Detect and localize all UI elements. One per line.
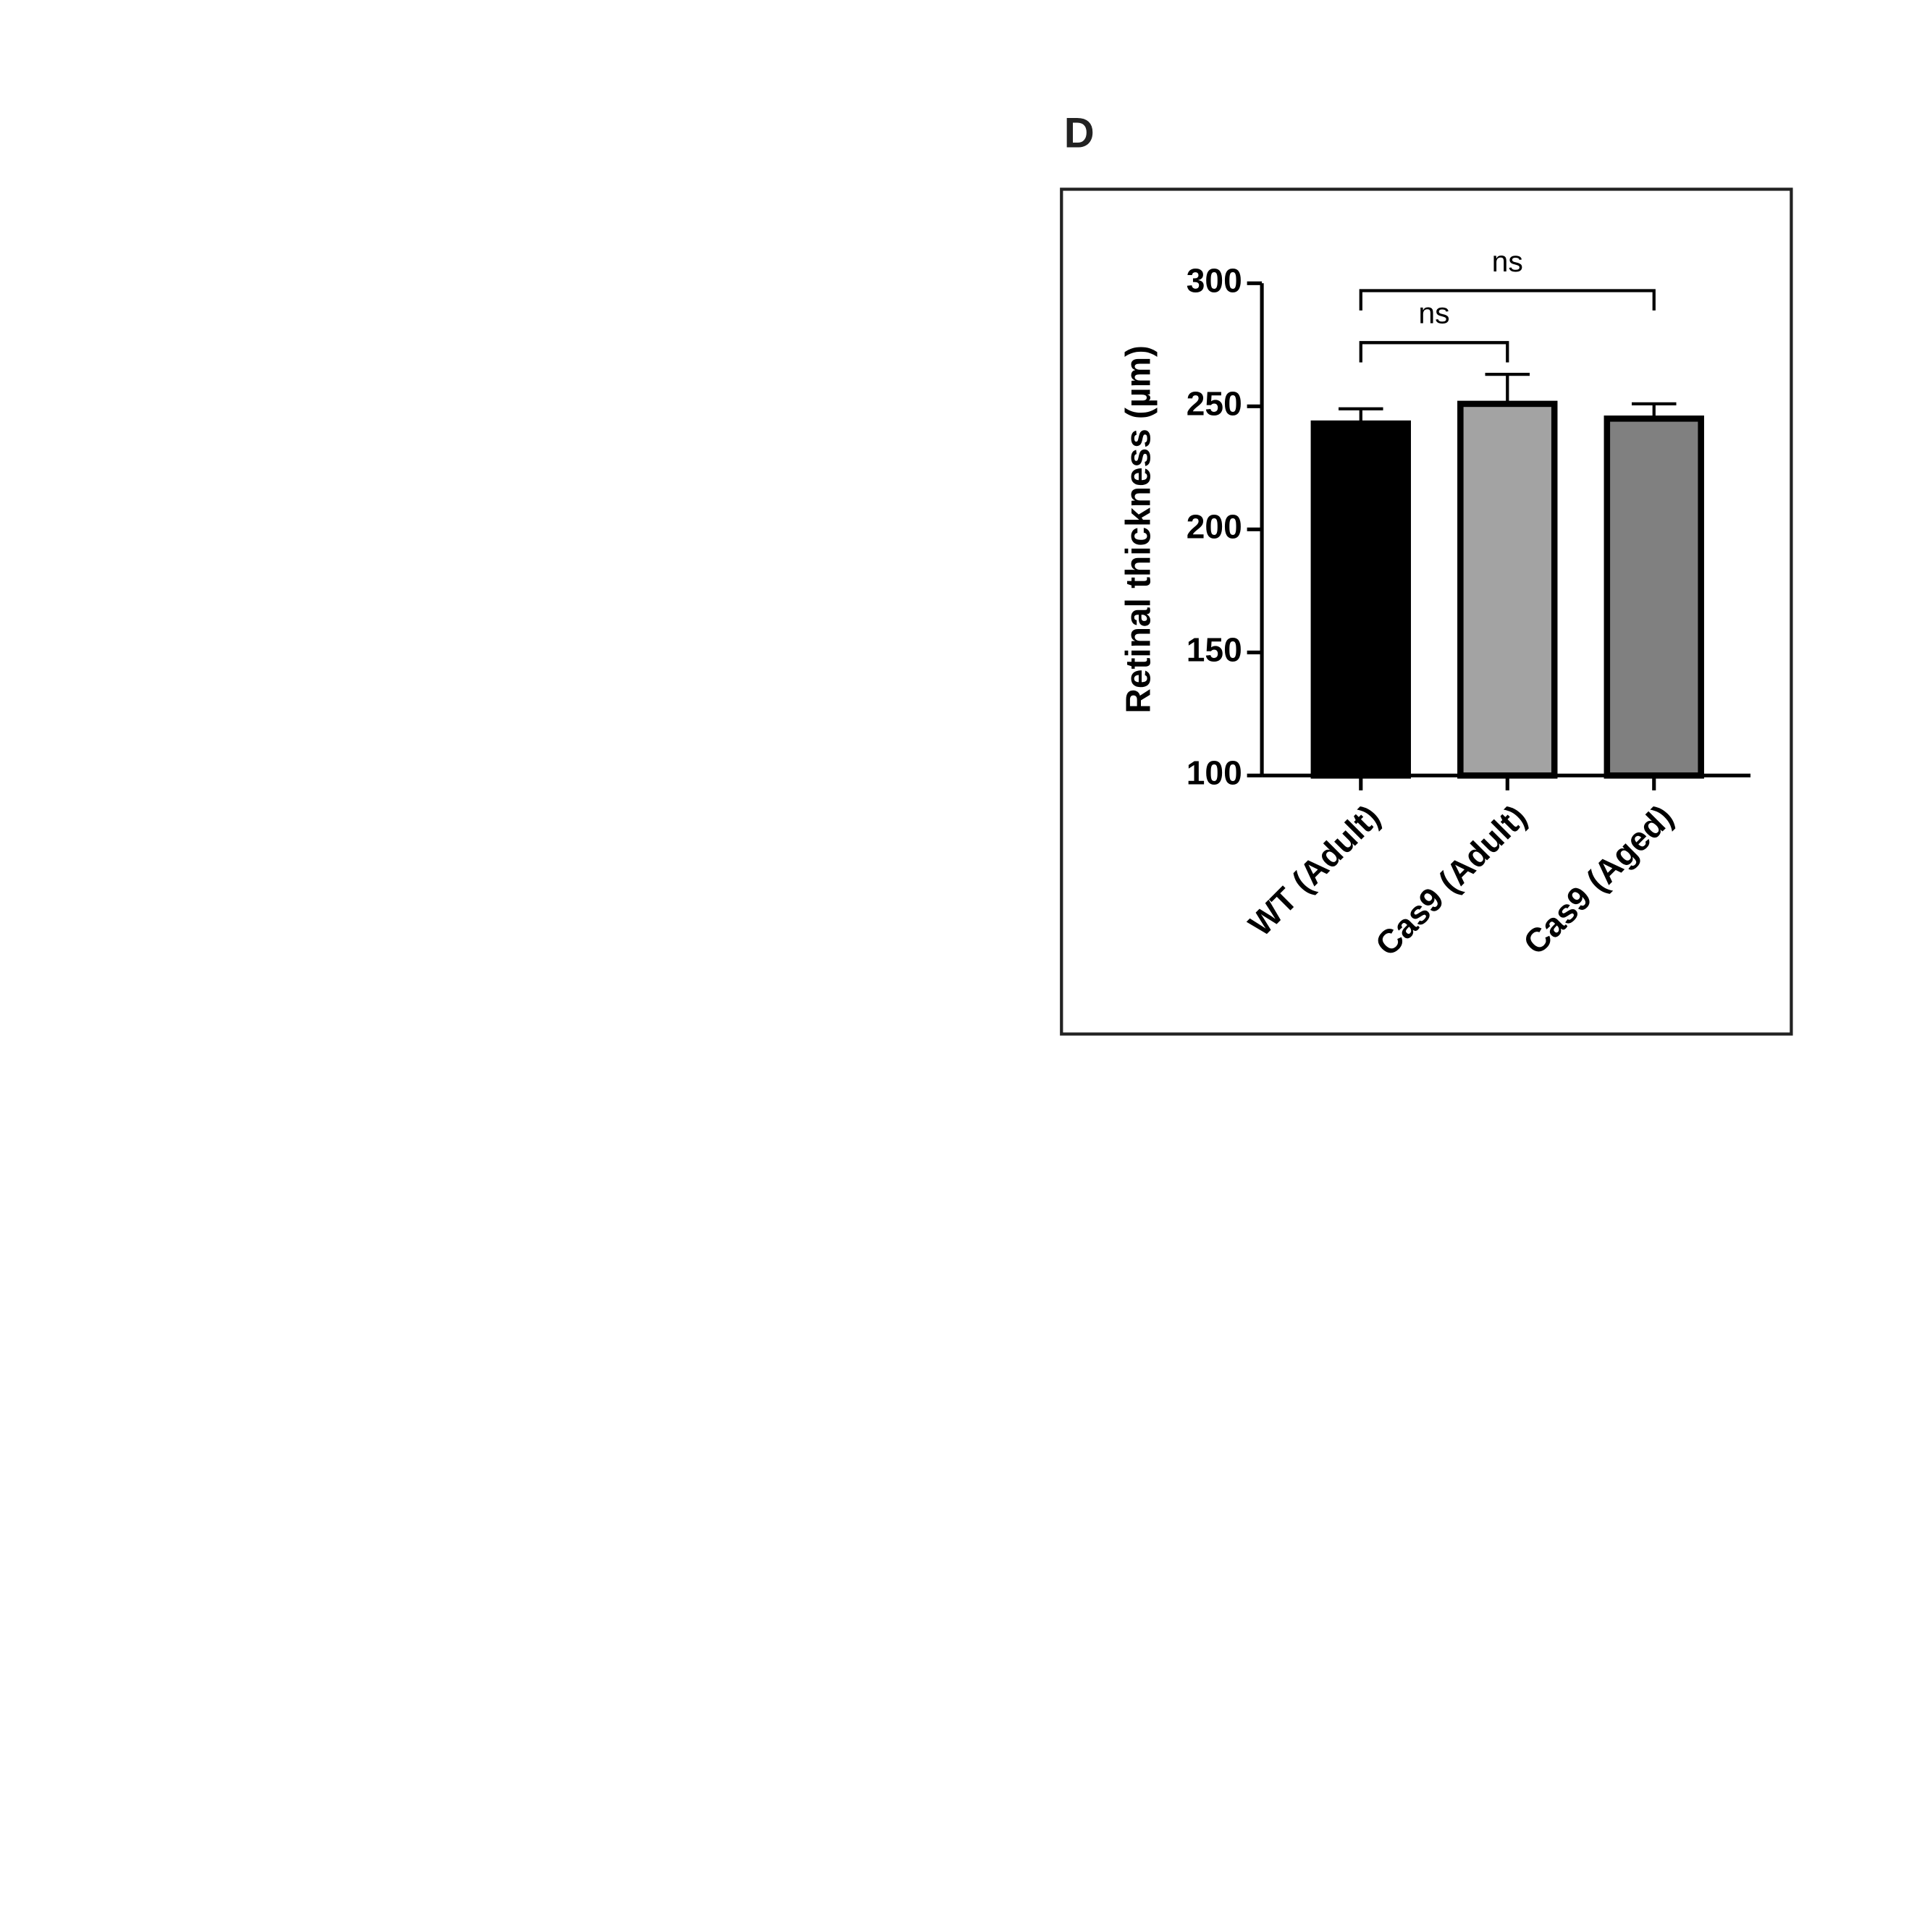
y-tick-label: 150 — [1187, 631, 1242, 669]
y-axis-label: Retinal thickness (µm) — [1119, 345, 1158, 714]
bar — [1457, 400, 1558, 779]
bar-chart: D Retinal thickness (µm) 100 150 200 250 300 WT… — [1060, 109, 1793, 1036]
y-tick-label: 200 — [1187, 508, 1242, 546]
comparison-label: ns — [1418, 297, 1449, 330]
comparison-label: ns — [1492, 245, 1523, 278]
x-tick-label: Cas9 (Aged) — [1516, 798, 1680, 962]
comparison-bracket — [1359, 341, 1509, 363]
y-tick-label: 100 — [1187, 754, 1242, 792]
x-tick-label: WT (Adult) — [1241, 798, 1387, 944]
chart-frame — [1060, 187, 1793, 1036]
y-tick-label: 300 — [1187, 261, 1242, 299]
bar — [1604, 415, 1704, 779]
bar — [1310, 420, 1411, 779]
comparison-bracket — [1359, 289, 1656, 311]
x-tick-label: Cas9 (Adult) — [1368, 798, 1534, 963]
y-tick-label: 250 — [1187, 384, 1242, 422]
panel-label: D — [1064, 109, 1095, 156]
